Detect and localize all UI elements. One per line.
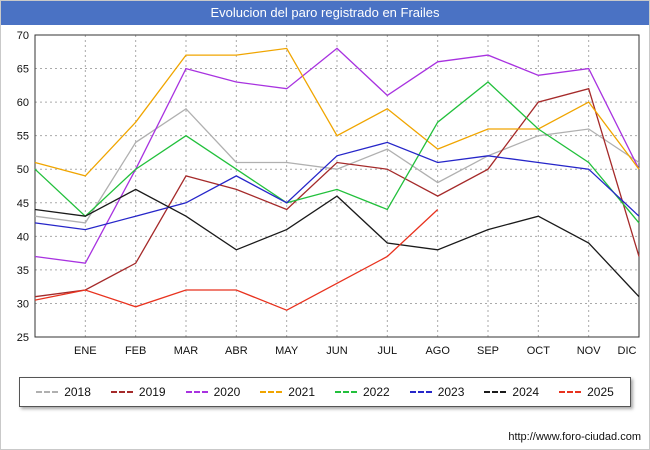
legend-label-2019: 2019 <box>138 385 166 399</box>
y-tick-label: 50 <box>17 164 29 176</box>
chart-area: 25 30 35 40 45 50 55 60 65 70 ENE FEB MAR ABR MAY JUN JU… <box>1 25 649 365</box>
x-tick-label: ENE <box>74 345 97 357</box>
series-line-2023 <box>34 141 640 231</box>
x-tick-label: FEB <box>125 345 146 357</box>
x-tick-label: NOV <box>577 345 602 357</box>
legend-item-2023: 2023 <box>409 385 465 399</box>
x-tick-label: SEP <box>477 345 499 357</box>
series-line-2025 <box>34 209 439 311</box>
y-tick-label: 55 <box>17 131 29 143</box>
legend-item-2019: 2019 <box>110 385 166 399</box>
legend-label-2020: 2020 <box>213 385 241 399</box>
legend-label-2024: 2024 <box>512 385 540 399</box>
y-tick-label: 70 <box>17 30 29 42</box>
y-tick-label: 60 <box>17 97 29 109</box>
legend-swatch-2025 <box>559 391 582 393</box>
series-line-2018 <box>34 107 640 224</box>
legend-label-2021: 2021 <box>288 385 315 399</box>
footer-url[interactable]: http://www.foro-ciudad.com <box>508 431 641 443</box>
series-line-2019 <box>34 87 640 298</box>
legend-item-2018: 2018 <box>36 385 91 399</box>
x-tick-label: MAY <box>275 345 299 357</box>
y-tick-label: 65 <box>17 64 29 76</box>
x-tick-label: DIC <box>618 345 637 357</box>
legend-swatch-2019 <box>110 391 133 393</box>
legend-swatch-2023 <box>409 391 432 393</box>
x-tick-label: MAR <box>174 345 199 357</box>
legend-swatch-2018 <box>36 391 59 393</box>
series-line-2024 <box>34 188 640 298</box>
legend-row: 2018 2019 2020 2021 2022 2023 2024 2025 <box>1 377 649 407</box>
legend-swatch-2022 <box>335 391 357 393</box>
series-line-2022 <box>34 81 640 224</box>
legend-item-2024: 2024 <box>484 385 539 399</box>
legend-label-2023: 2023 <box>437 385 465 399</box>
plot-frame <box>34 34 640 338</box>
y-tick-label: 25 <box>17 332 29 344</box>
x-tick-label: JUN <box>326 345 347 357</box>
legend-swatch-2021 <box>260 391 283 393</box>
legend-item-2022: 2022 <box>335 385 390 399</box>
y-tick-label: 40 <box>17 231 29 243</box>
legend: 2018 2019 2020 2021 2022 2023 2024 2025 <box>19 377 631 407</box>
x-tick-label: ABR <box>225 345 248 357</box>
legend-swatch-2024 <box>484 391 507 393</box>
x-tick-label: AGO <box>425 345 450 357</box>
x-tick-label: JUL <box>378 345 398 357</box>
y-tick-label: 45 <box>17 198 29 210</box>
legend-item-2025: 2025 <box>559 385 614 399</box>
legend-label-2025: 2025 <box>587 385 614 399</box>
legend-item-2021: 2021 <box>260 385 315 399</box>
legend-label-2018: 2018 <box>64 385 91 399</box>
legend-swatch-2020 <box>185 391 208 393</box>
x-tick-label: OCT <box>527 345 551 357</box>
legend-item-2020: 2020 <box>185 385 241 399</box>
legend-label-2022: 2022 <box>363 385 390 399</box>
title-bar: Evolucion del paro registrado en Frailes <box>1 1 649 25</box>
y-tick-label: 35 <box>17 265 29 277</box>
chart-svg: 25 30 35 40 45 50 55 60 65 70 ENE FEB MAR ABR MAY JUN JU… <box>17 30 640 357</box>
chart-title: Evolucion del paro registrado en Frailes <box>210 5 440 20</box>
y-tick-label: 30 <box>17 298 29 310</box>
